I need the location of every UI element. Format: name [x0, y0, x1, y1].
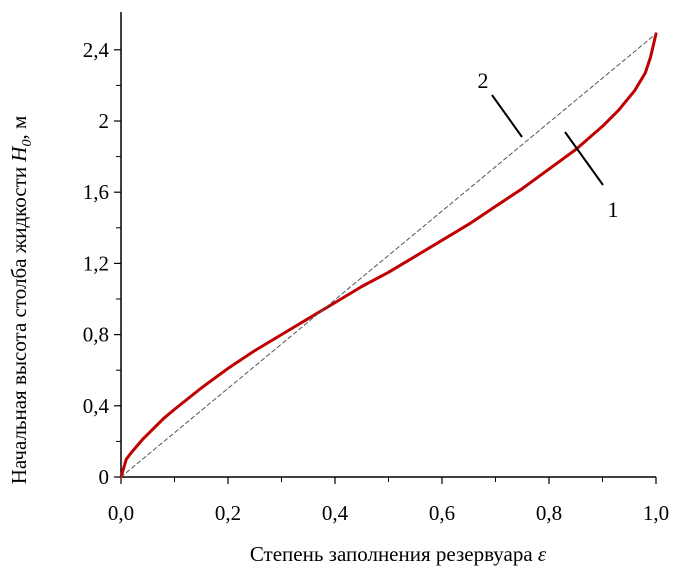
series-2-label: 2 [478, 68, 489, 93]
x-ticks: 0,0 0,2 0,4 0,6 0,8 1,0 [108, 477, 669, 525]
y-ticks: 0 0,4 0,8 1,2 1,6 2 2,4 [83, 38, 121, 489]
x-tick-label: 0,4 [322, 501, 349, 525]
x-tick-label: 1,0 [643, 501, 669, 525]
y-tick-label: 0,8 [83, 323, 109, 347]
axes [120, 12, 656, 478]
series-1-line [119, 32, 658, 479]
annotations: 12 [478, 68, 619, 222]
x-axis-title: Степень заполнения резервуара ε [250, 542, 547, 566]
y-tick-label: 2 [99, 109, 110, 133]
y-tick-label: 1,2 [83, 251, 109, 275]
plot-area [119, 32, 658, 479]
y-tick-label: 0,4 [83, 394, 110, 418]
series-1-leader [564, 131, 604, 186]
x-tick-label: 0,6 [429, 501, 455, 525]
series-2-leader [491, 94, 523, 138]
x-tick-label: 0,8 [536, 501, 562, 525]
x-tick-label: 0,0 [108, 501, 134, 525]
series-1-label: 1 [608, 197, 619, 222]
y-tick-label: 1,6 [83, 180, 109, 204]
y-tick-label: 0 [99, 465, 110, 489]
series-2-line [120, 33, 657, 478]
x-tick-label: 0,2 [215, 501, 241, 525]
y-tick-label: 2,4 [83, 38, 110, 62]
y-axis-title: Начальная высота столба жидкости H0, м [7, 116, 35, 485]
